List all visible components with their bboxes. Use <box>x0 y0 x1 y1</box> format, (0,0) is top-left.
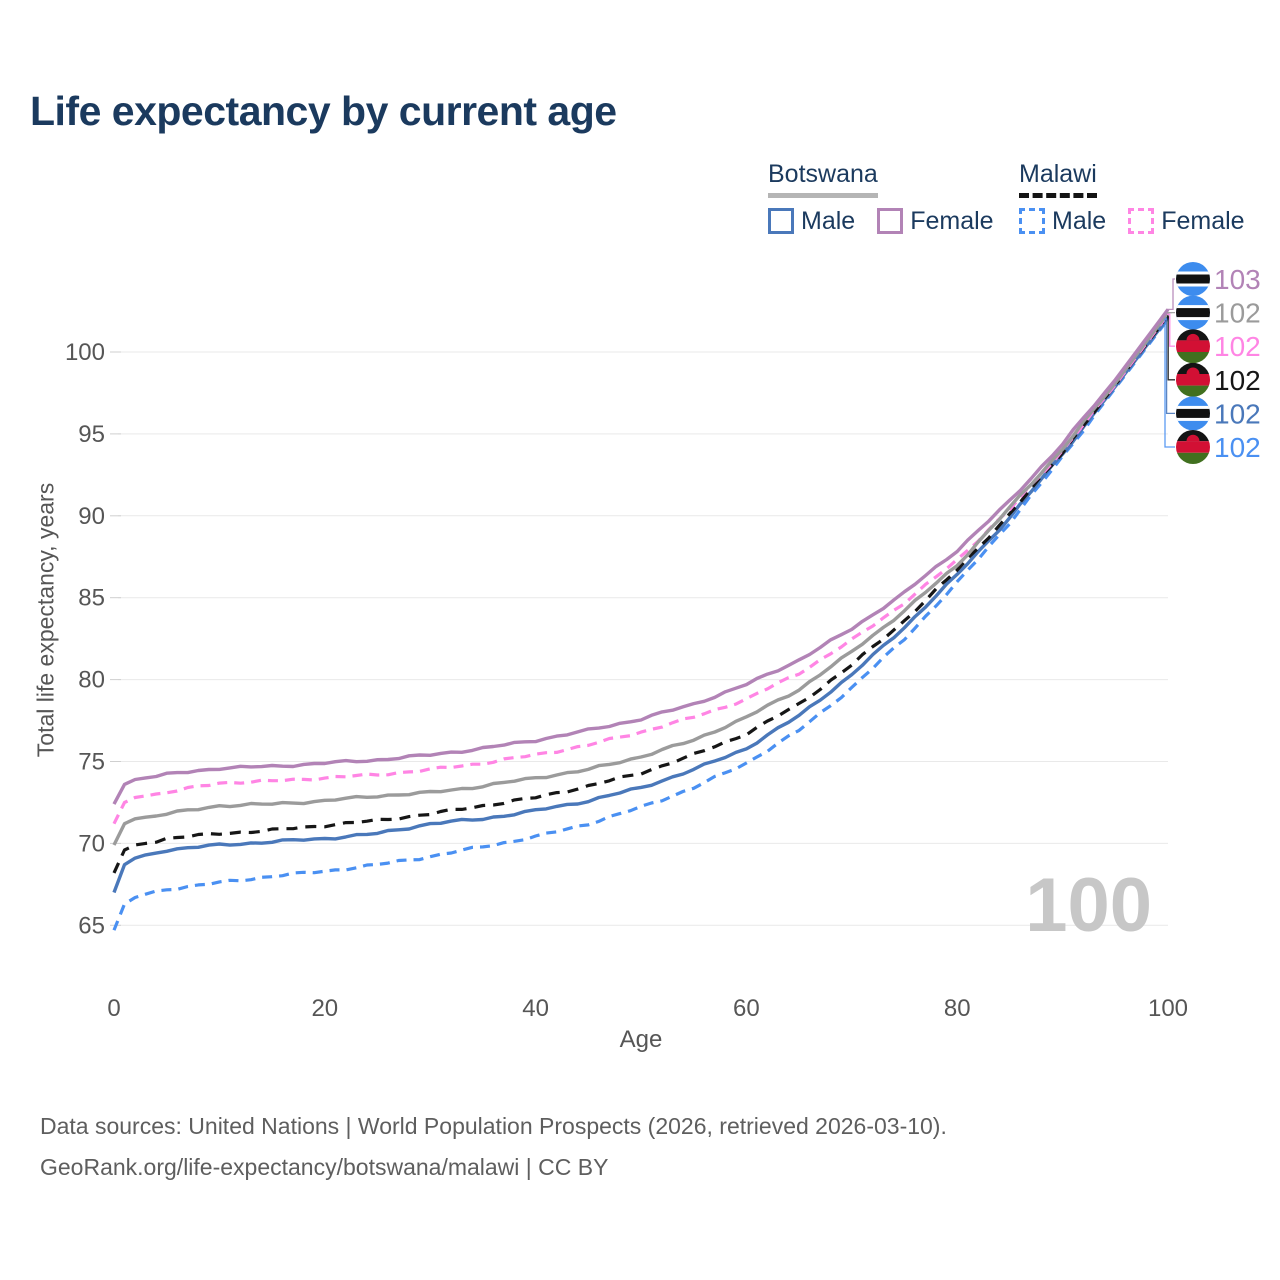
y-tick-label-100: 100 <box>65 339 105 366</box>
end-value-label-botswana-male[interactable]: 102 <box>1214 398 1261 429</box>
series-line-malawi[interactable] <box>112 315 1170 874</box>
y-tick-label-70: 70 <box>78 830 105 857</box>
legend-country-botswana[interactable]: Botswana <box>768 160 878 198</box>
legend-country-malawi[interactable]: Malawi <box>1019 160 1097 198</box>
legend: Botswana Male Female Malawi Male Female <box>0 160 1280 240</box>
x-tick-label-0: 0 <box>107 995 120 1022</box>
malawi-male-swatch <box>1019 208 1045 234</box>
y-axis-title: Total life expectancy, years <box>32 482 59 758</box>
footer: Data sources: United Nations | World Pop… <box>40 1106 947 1188</box>
series-line-malawi-female[interactable] <box>112 313 1170 825</box>
flag-icon-malawi <box>1176 430 1210 464</box>
end-value-label-malawi[interactable]: 102 <box>1214 365 1261 396</box>
x-tick-label-80: 80 <box>944 995 971 1022</box>
flag-icon-malawi <box>1176 329 1210 364</box>
legend-group-malawi: Malawi Male Female <box>1019 160 1267 235</box>
legend-item-malawi-female[interactable]: Female <box>1128 207 1245 235</box>
end-value-label-malawi-female[interactable]: 102 <box>1214 331 1261 362</box>
x-tick-label-40: 40 <box>522 995 549 1022</box>
flag-icon-botswana <box>1176 295 1210 330</box>
legend-item-botswana-male[interactable]: Male <box>768 207 855 235</box>
series-line-botswana-female[interactable] <box>112 308 1170 805</box>
botswana-female-swatch <box>877 208 904 234</box>
end-label-connector-botswana-male <box>1165 316 1175 415</box>
y-tick-label-95: 95 <box>78 421 105 448</box>
footer-data-sources: Data sources: United Nations | World Pop… <box>40 1113 947 1139</box>
legend-group-botswana: Botswana Male Female <box>768 160 1016 235</box>
legend-item-label: Male <box>1052 207 1107 235</box>
current-age-watermark: 100 <box>1025 863 1152 948</box>
flag-icon-botswana <box>1176 396 1210 431</box>
legend-item-label: Female <box>1161 207 1245 235</box>
legend-item-label: Male <box>801 207 856 235</box>
end-label-connector-botswana-female <box>1167 278 1175 311</box>
series-line-botswana[interactable] <box>112 311 1170 846</box>
end-label-connector-malawi <box>1167 315 1175 381</box>
x-axis-title: Age <box>619 1026 663 1053</box>
end-value-label-malawi-male[interactable]: 102 <box>1214 432 1261 463</box>
end-value-label-botswana[interactable]: 102 <box>1214 298 1261 329</box>
flag-icon-botswana <box>1176 262 1210 296</box>
y-tick-label-90: 90 <box>78 503 105 530</box>
end-value-label-botswana-female[interactable]: 103 <box>1214 264 1261 295</box>
series-line-malawi-male[interactable] <box>112 318 1170 931</box>
y-tick-label-65: 65 <box>78 912 105 939</box>
page-title: Life expectancy by current age <box>30 88 617 134</box>
series-line-botswana-male[interactable] <box>112 316 1170 894</box>
legend-item-botswana-female[interactable]: Female <box>877 207 994 235</box>
end-label-connector-malawi-male <box>1164 318 1175 448</box>
y-tick-label-75: 75 <box>78 749 105 776</box>
legend-item-label: Female <box>910 207 994 235</box>
x-tick-label-20: 20 <box>311 995 338 1022</box>
malawi-female-swatch <box>1128 208 1155 234</box>
flag-icon-malawi <box>1176 362 1210 397</box>
x-tick-label-100: 100 <box>1148 995 1188 1022</box>
y-tick-label-85: 85 <box>78 585 105 612</box>
footer-attribution: GeoRank.org/life-expectancy/botswana/mal… <box>40 1154 609 1180</box>
end-label-connector-malawi-female <box>1167 313 1175 347</box>
y-tick-label-80: 80 <box>78 667 105 694</box>
botswana-male-swatch <box>768 208 794 234</box>
x-tick-label-60: 60 <box>733 995 760 1022</box>
legend-item-malawi-male[interactable]: Male <box>1019 207 1106 235</box>
